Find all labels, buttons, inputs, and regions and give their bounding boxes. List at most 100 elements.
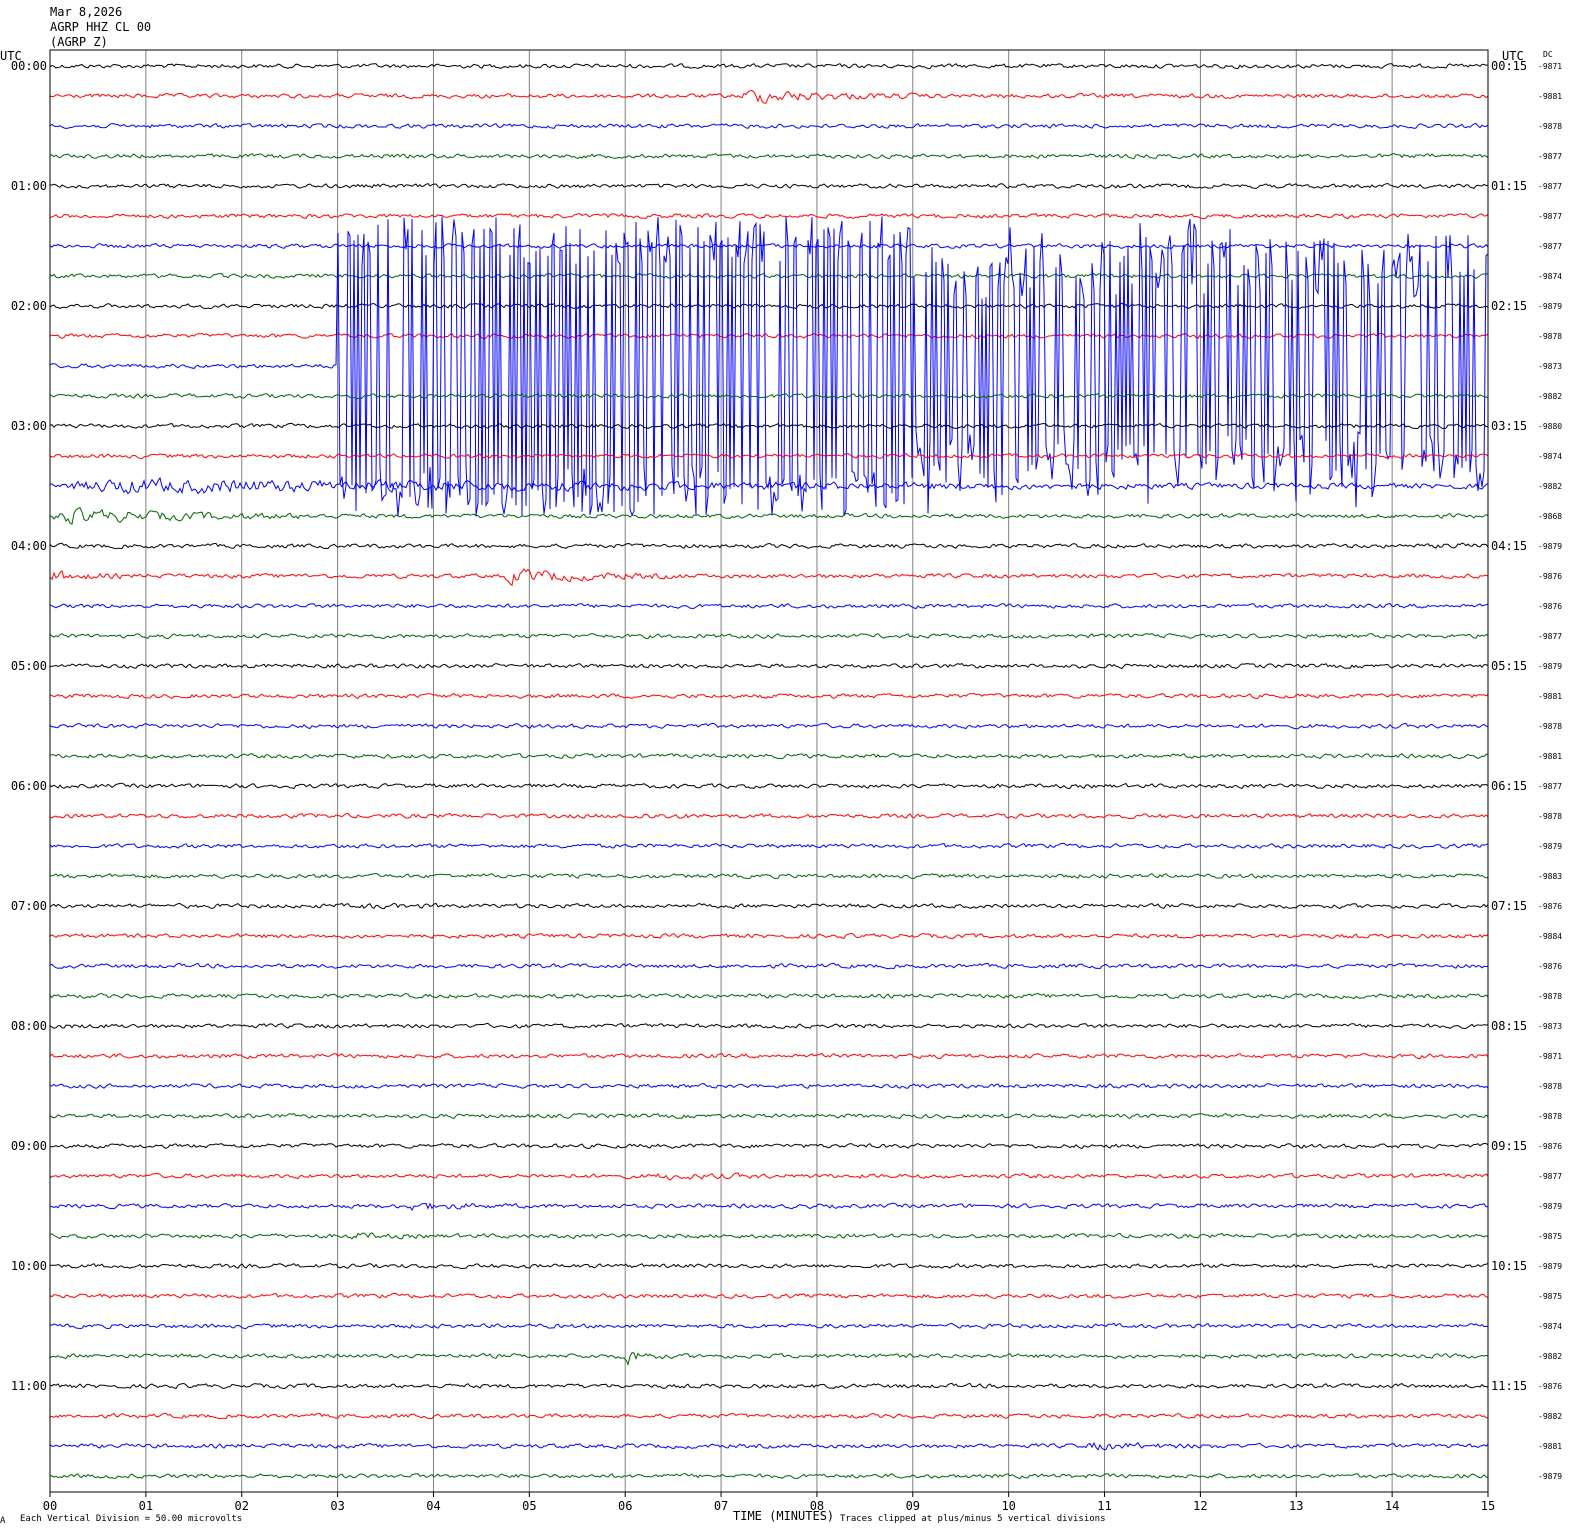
trace-line <box>49 568 1489 587</box>
trace-line <box>49 63 1489 70</box>
right-hour-label: 05:15 <box>1491 659 1527 673</box>
trace-line <box>49 1172 1489 1181</box>
right-hour-label: 01:15 <box>1491 179 1527 193</box>
trace-line <box>49 242 1489 249</box>
trace-line <box>49 392 1489 400</box>
left-hour-label: 05:00 <box>11 659 47 673</box>
dc-offset-label: -9882 <box>1538 1352 1562 1361</box>
trace-line <box>49 216 1489 517</box>
trace-line <box>49 603 1489 610</box>
trace-line <box>49 476 1489 495</box>
dc-offset-label: -9868 <box>1538 512 1562 521</box>
dc-offset-label: -9879 <box>1538 542 1562 551</box>
x-tick-label: 04 <box>426 1499 440 1513</box>
dc-offset-label: -9876 <box>1538 902 1562 911</box>
plot-frame <box>49 49 1489 1493</box>
trace-group <box>49 63 1489 1480</box>
dc-offset-label: -9879 <box>1538 842 1562 851</box>
dc-offset-label: -9876 <box>1538 962 1562 971</box>
right-hour-label: 07:15 <box>1491 899 1527 913</box>
trace-line <box>49 1232 1489 1240</box>
trace-line <box>49 1202 1489 1211</box>
trace-line <box>49 1083 1489 1089</box>
x-tick-label: 05 <box>522 1499 536 1513</box>
right-hour-label: 10:15 <box>1491 1259 1527 1273</box>
dc-offset-label: -9876 <box>1538 1142 1562 1151</box>
left-hour-label: 04:00 <box>11 539 47 553</box>
dc-offset-label: -9879 <box>1538 302 1562 311</box>
dc-offset-label: -9874 <box>1538 452 1562 461</box>
x-tick-label: 02 <box>235 1499 249 1513</box>
dc-offset-label: -9879 <box>1538 1202 1562 1211</box>
trace-line <box>49 1412 1489 1420</box>
dc-offset-label: -9878 <box>1538 992 1562 1001</box>
x-tick-label: 15 <box>1481 1499 1495 1513</box>
left-hour-label: 03:00 <box>11 419 47 433</box>
trace-line <box>49 182 1489 190</box>
dc-offset-label: -9878 <box>1538 122 1562 131</box>
trace-line <box>49 992 1489 1000</box>
trace-line <box>49 663 1489 670</box>
trace-line <box>49 213 1489 220</box>
dc-offset-label: -9877 <box>1538 152 1562 161</box>
trace-line <box>49 1113 1489 1120</box>
right-hour-label: 11:15 <box>1491 1379 1527 1393</box>
left-hour-label: 07:00 <box>11 899 47 913</box>
trace-line <box>49 302 1489 310</box>
dc-offset-label: -9877 <box>1538 782 1562 791</box>
dc-offset-label: -9880 <box>1538 422 1562 431</box>
right-hour-label: 02:15 <box>1491 299 1527 313</box>
dc-offset-label: -9874 <box>1538 272 1562 281</box>
dc-offset-label: -9873 <box>1538 362 1562 371</box>
trace-line <box>49 1053 1489 1060</box>
right-axis-title: UTC <box>1502 49 1524 63</box>
dc-offset-label: -9878 <box>1538 1112 1562 1121</box>
dc-offset-label: -9873 <box>1538 1022 1562 1031</box>
x-axis-title: TIME (MINUTES) <box>733 1509 834 1523</box>
x-tick-label: 08 <box>810 1499 824 1513</box>
trace-line <box>49 507 1489 526</box>
trace-line <box>49 1382 1489 1390</box>
trace-line <box>49 633 1489 640</box>
trace-line <box>49 842 1489 850</box>
dc-offset-label: -9878 <box>1538 1082 1562 1091</box>
dc-offset-label: -9876 <box>1538 602 1562 611</box>
dc-offset-label: -9883 <box>1538 872 1562 881</box>
dc-offset-label: -9871 <box>1538 62 1562 71</box>
dc-offset-label: -9877 <box>1538 242 1562 251</box>
trace-line <box>49 782 1489 790</box>
right-hour-label: 09:15 <box>1491 1139 1527 1153</box>
trace-line <box>49 872 1489 880</box>
trace-line <box>49 1441 1489 1451</box>
header-date: Mar 8,2026 <box>50 5 123 19</box>
dc-offset-label: -9881 <box>1538 692 1562 701</box>
trace-line <box>49 1473 1488 1480</box>
right-hour-label: 06:15 <box>1491 779 1527 793</box>
dc-title: DC <box>1543 50 1553 59</box>
trace-line <box>49 812 1489 820</box>
trace-line <box>49 1142 1489 1150</box>
dc-offset-label: -9877 <box>1538 632 1562 641</box>
dc-offset-label: -9878 <box>1538 722 1562 731</box>
left-hour-label: 01:00 <box>11 179 47 193</box>
dc-offset-label: -9878 <box>1538 812 1562 821</box>
trace-line <box>49 932 1489 940</box>
dc-offset-label: -9874 <box>1538 1322 1562 1331</box>
trace-line <box>49 722 1489 730</box>
dc-offset-label: -9879 <box>1538 1472 1562 1481</box>
trace-line <box>49 1022 1489 1029</box>
x-tick-label: 13 <box>1289 1499 1303 1513</box>
corner-mark: A <box>0 1516 6 1526</box>
dc-offset-label: -9881 <box>1538 92 1562 101</box>
dc-offset-label: -9882 <box>1538 392 1562 401</box>
label-group: 00 01 02 03 04 05 06 07 08 09 10 11 12 13 14 15 00:00 01:… <box>11 59 1562 1513</box>
left-hour-label: 06:00 <box>11 779 47 793</box>
dc-offset-label: -9879 <box>1538 662 1562 671</box>
trace-line <box>49 452 1489 460</box>
x-tick-label: 00 <box>43 1499 57 1513</box>
right-hour-label: 00:15 <box>1491 59 1527 73</box>
trace-line <box>49 1263 1489 1270</box>
dc-offset-label: -9875 <box>1538 1292 1562 1301</box>
trace-line <box>49 962 1489 970</box>
left-hour-label: 11:00 <box>11 1379 47 1393</box>
